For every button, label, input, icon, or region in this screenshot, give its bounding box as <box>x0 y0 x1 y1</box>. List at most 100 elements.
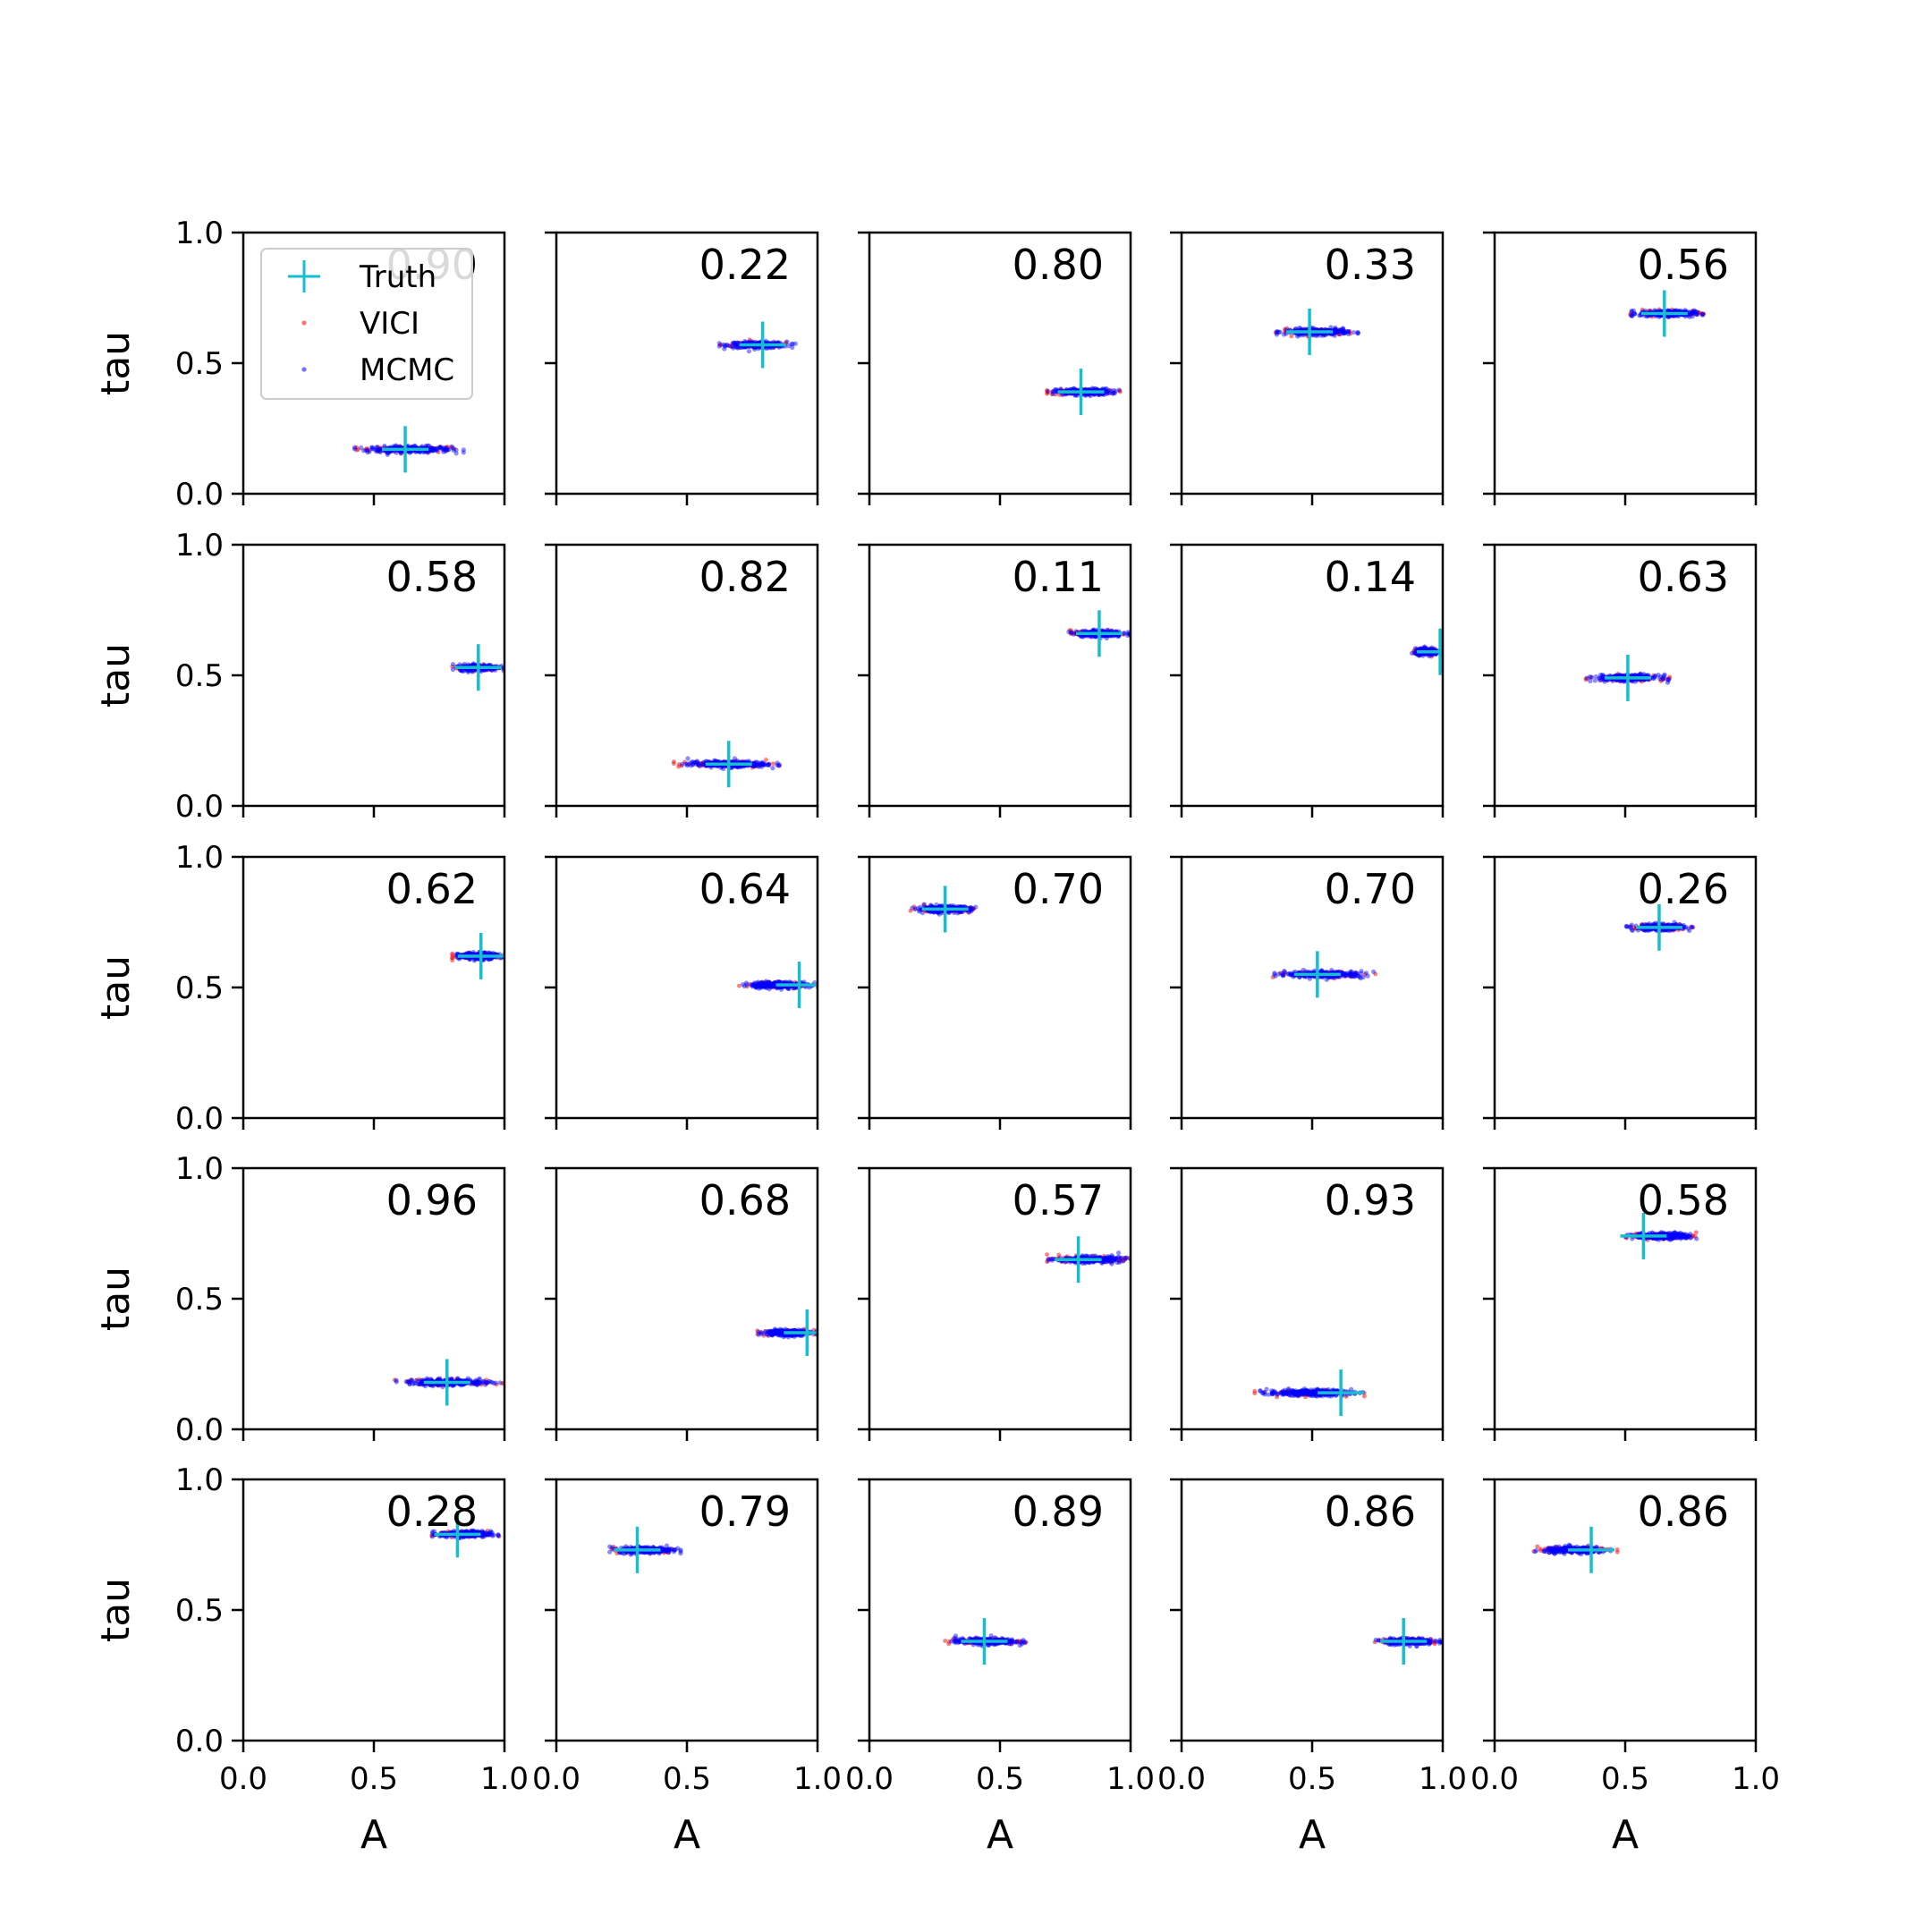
mcmc-point <box>767 980 772 986</box>
mcmc-point <box>1334 330 1339 335</box>
mcmc-point <box>428 447 433 453</box>
mcmc-point <box>1092 633 1097 640</box>
mcmc-point <box>761 984 767 989</box>
mcmc-point <box>1104 386 1109 392</box>
mcmc-point <box>370 446 376 452</box>
mcmc-point <box>1111 387 1116 393</box>
mcmc-point <box>1333 325 1338 331</box>
vici-point <box>450 955 454 961</box>
panel-3: 0.80 <box>858 231 1132 505</box>
vici-point <box>766 985 771 990</box>
mcmc-point <box>1638 671 1643 676</box>
vici-point <box>771 761 775 767</box>
mcmc-point <box>757 983 762 988</box>
mcmc-point <box>733 758 739 764</box>
mcmc-point <box>1276 971 1282 977</box>
mcmc-point <box>1105 389 1110 394</box>
mcmc-point <box>764 345 769 352</box>
vici-point <box>1332 976 1337 981</box>
mcmc-point <box>732 343 737 349</box>
vici-point <box>744 984 750 989</box>
mcmc-point <box>758 764 765 769</box>
mcmc-point <box>769 983 775 988</box>
panel-points <box>352 426 466 473</box>
mcmc-point <box>1311 326 1317 331</box>
mcmc-point <box>467 950 472 955</box>
mcmc-point <box>713 758 718 763</box>
vici-point <box>1339 970 1343 974</box>
mcmc-point <box>759 980 766 986</box>
mcmc-point <box>1637 672 1643 677</box>
mcmc-point <box>703 758 708 764</box>
vici-point <box>1270 975 1275 979</box>
mcmc-point <box>1289 971 1294 977</box>
mcmc-point <box>1632 672 1638 678</box>
mcmc-point <box>1311 333 1317 338</box>
mcmc-point <box>1352 970 1358 975</box>
mcmc-point <box>1093 634 1098 640</box>
mcmc-point <box>757 982 762 987</box>
overlap-label: 0.56 <box>1638 241 1729 289</box>
mcmc-point <box>1610 678 1615 683</box>
vici-point <box>775 979 779 985</box>
vici-point <box>376 445 381 450</box>
mcmc-point <box>391 444 396 449</box>
mcmc-point <box>467 956 472 962</box>
mcmc-point <box>1628 926 1633 931</box>
mcmc-point <box>751 981 757 987</box>
mcmc-point <box>1600 677 1606 682</box>
mcmc-point <box>695 760 700 767</box>
mcmc-point <box>1358 976 1363 981</box>
mcmc-point <box>756 346 761 352</box>
mcmc-point <box>928 903 934 909</box>
mcmc-point <box>1363 970 1369 976</box>
mcmc-point <box>768 983 774 988</box>
mcmc-point <box>758 981 764 987</box>
mcmc-point <box>1349 969 1354 974</box>
vici-point <box>760 982 766 987</box>
mcmc-point <box>1091 627 1097 632</box>
vici-point <box>693 759 699 765</box>
mcmc-point <box>751 760 758 766</box>
mcmc-point <box>1597 675 1602 681</box>
mcmc-point <box>697 764 703 769</box>
mcmc-point <box>759 979 765 985</box>
mcmc-point <box>1072 393 1079 398</box>
mcmc-point <box>937 903 943 909</box>
mcmc-point <box>786 986 792 991</box>
vici-point <box>1628 312 1633 318</box>
mcmc-point <box>764 982 769 987</box>
mcmc-point <box>764 985 769 991</box>
mcmc-point <box>1597 675 1602 681</box>
mcmc-point <box>437 445 443 451</box>
mcmc-point <box>955 911 961 916</box>
mcmc-point <box>690 762 696 767</box>
mcmc-point <box>1348 973 1353 979</box>
mcmc-point <box>970 906 976 911</box>
mcmc-point <box>1307 976 1313 981</box>
mcmc-point <box>722 343 727 348</box>
panel-points <box>1628 290 1706 337</box>
mcmc-point <box>1072 393 1078 398</box>
mcmc-point <box>750 984 756 989</box>
mcmc-point <box>1104 635 1109 641</box>
y-axis-label: tau <box>93 955 139 1020</box>
mcmc-point <box>775 986 780 991</box>
mcmc-point <box>1320 333 1326 338</box>
mcmc-point <box>915 905 920 911</box>
vici-point <box>699 760 704 766</box>
mcmc-point <box>1652 674 1657 680</box>
mcmc-point <box>1338 328 1343 334</box>
mcmc-point <box>1060 392 1065 398</box>
vici-point <box>912 907 918 912</box>
mcmc-point <box>1429 652 1436 657</box>
mcmc-point <box>934 902 939 908</box>
mcmc-point <box>746 758 751 764</box>
mcmc-point <box>1412 649 1418 655</box>
mcmc-point <box>1290 972 1296 978</box>
mcmc-point <box>1072 386 1077 392</box>
vici-point <box>1090 386 1096 392</box>
mcmc-point <box>386 450 392 455</box>
mcmc-point <box>365 450 370 455</box>
